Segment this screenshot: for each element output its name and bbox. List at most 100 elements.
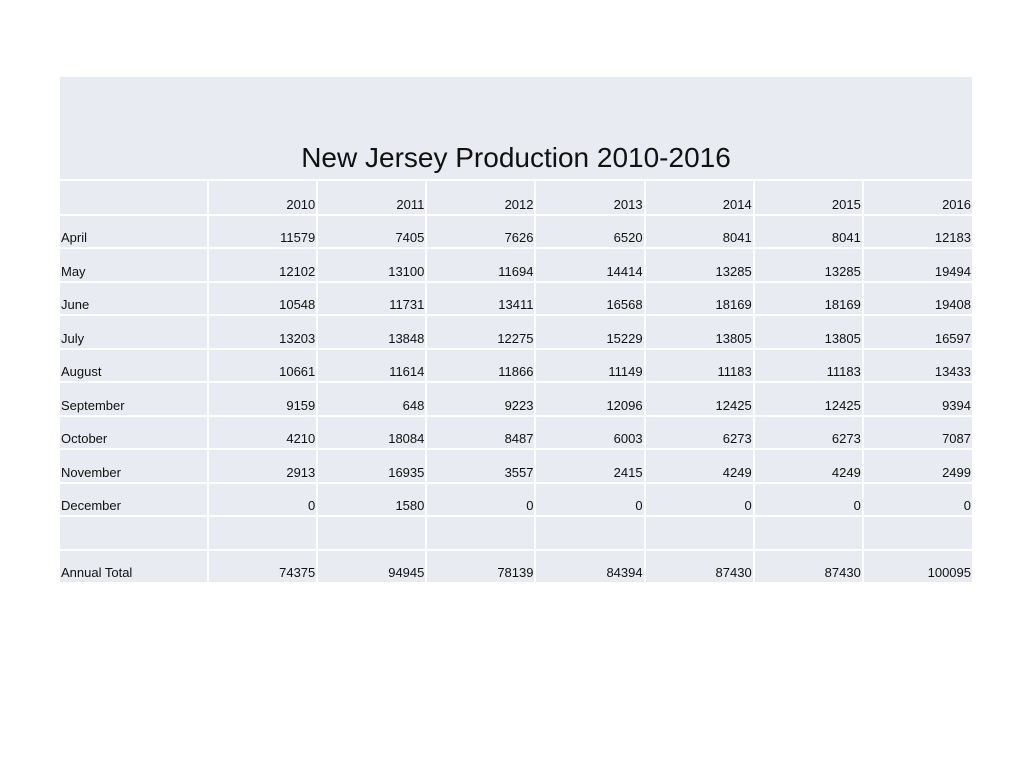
value-cell: 11694 xyxy=(425,248,536,283)
row-label: July xyxy=(60,315,209,350)
value-cell: 9223 xyxy=(425,382,536,417)
table-row: December 0 1580 0 0 0 0 0 xyxy=(60,482,972,517)
value-cell: 2499 xyxy=(861,449,972,484)
data-grid: 2010 2011 2012 2013 2014 2015 2016 April… xyxy=(60,181,972,584)
value-cell: 10548 xyxy=(207,281,318,316)
value-cell: 7405 xyxy=(316,214,427,249)
spacer-row xyxy=(60,516,972,551)
value-cell xyxy=(534,516,645,551)
header-row: 2010 2011 2012 2013 2014 2015 2016 xyxy=(60,181,972,216)
value-cell: 6273 xyxy=(643,415,754,450)
value-cell xyxy=(861,516,972,551)
value-cell: 11183 xyxy=(752,348,863,383)
row-label: April xyxy=(60,214,209,249)
value-cell: 2913 xyxy=(207,449,318,484)
value-cell: 87430 xyxy=(752,549,863,584)
total-row: Annual Total 74375 94945 78139 84394 87430 874… xyxy=(60,549,972,584)
value-cell: 13433 xyxy=(861,348,972,383)
value-cell: 18169 xyxy=(752,281,863,316)
value-cell: 13203 xyxy=(207,315,318,350)
table-row: April 11579 7405 7626 6520 8041 8041 12183 xyxy=(60,214,972,249)
value-cell: 0 xyxy=(861,482,972,517)
value-cell: 10661 xyxy=(207,348,318,383)
row-label: September xyxy=(60,382,209,417)
row-label: Annual Total xyxy=(60,549,209,584)
value-cell: 1580 xyxy=(316,482,427,517)
production-table: New Jersey Production 2010-2016 2010 201… xyxy=(60,77,972,584)
value-cell: 16568 xyxy=(534,281,645,316)
value-cell: 0 xyxy=(643,482,754,517)
year-header: 2012 xyxy=(425,181,536,216)
value-cell: 6003 xyxy=(534,415,645,450)
value-cell: 13848 xyxy=(316,315,427,350)
year-header: 2016 xyxy=(861,181,972,216)
year-header: 2014 xyxy=(643,181,754,216)
table-row: August 10661 11614 11866 11149 11183 11183 1343… xyxy=(60,348,972,383)
value-cell: 6520 xyxy=(534,214,645,249)
value-cell: 8041 xyxy=(752,214,863,249)
value-cell: 9159 xyxy=(207,382,318,417)
table-row: May 12102 13100 11694 14414 13285 13285 19494 xyxy=(60,248,972,283)
table-row: October 4210 18084 8487 6003 6273 6273 7087 xyxy=(60,415,972,450)
value-cell: 4210 xyxy=(207,415,318,450)
value-cell: 7626 xyxy=(425,214,536,249)
value-cell: 12425 xyxy=(752,382,863,417)
value-cell: 11866 xyxy=(425,348,536,383)
year-header: 2010 xyxy=(207,181,318,216)
row-label xyxy=(60,516,209,551)
row-label: June xyxy=(60,281,209,316)
value-cell: 0 xyxy=(752,482,863,517)
value-cell: 11149 xyxy=(534,348,645,383)
value-cell: 13805 xyxy=(752,315,863,350)
table-row: September 9159 648 9223 12096 12425 12425 9394 xyxy=(60,382,972,417)
value-cell: 13411 xyxy=(425,281,536,316)
value-cell: 11579 xyxy=(207,214,318,249)
value-cell: 15229 xyxy=(534,315,645,350)
table-row: November 2913 16935 3557 2415 4249 4249 2499 xyxy=(60,449,972,484)
value-cell: 18084 xyxy=(316,415,427,450)
value-cell: 8041 xyxy=(643,214,754,249)
value-cell: 2415 xyxy=(534,449,645,484)
value-cell: 84394 xyxy=(534,549,645,584)
value-cell: 78139 xyxy=(425,549,536,584)
value-cell: 13285 xyxy=(752,248,863,283)
title-cell: New Jersey Production 2010-2016 xyxy=(60,77,972,181)
value-cell: 8487 xyxy=(425,415,536,450)
value-cell: 16597 xyxy=(861,315,972,350)
value-cell: 74375 xyxy=(207,549,318,584)
value-cell: 19494 xyxy=(861,248,972,283)
table-title: New Jersey Production 2010-2016 xyxy=(301,142,731,173)
value-cell: 3557 xyxy=(425,449,536,484)
value-cell: 94945 xyxy=(316,549,427,584)
row-label: December xyxy=(60,482,209,517)
value-cell: 19408 xyxy=(861,281,972,316)
value-cell: 12425 xyxy=(643,382,754,417)
table-row: July 13203 13848 12275 15229 13805 13805 16597 xyxy=(60,315,972,350)
value-cell: 12096 xyxy=(534,382,645,417)
year-header: 2011 xyxy=(316,181,427,216)
value-cell: 4249 xyxy=(643,449,754,484)
value-cell: 11731 xyxy=(316,281,427,316)
value-cell: 6273 xyxy=(752,415,863,450)
value-cell: 11614 xyxy=(316,348,427,383)
grid-body: 2010 2011 2012 2013 2014 2015 2016 April… xyxy=(60,181,972,584)
value-cell: 87430 xyxy=(643,549,754,584)
row-label: May xyxy=(60,248,209,283)
value-cell: 7087 xyxy=(861,415,972,450)
value-cell: 100095 xyxy=(861,549,972,584)
value-cell: 14414 xyxy=(534,248,645,283)
value-cell: 16935 xyxy=(316,449,427,484)
value-cell: 13805 xyxy=(643,315,754,350)
row-label: August xyxy=(60,348,209,383)
value-cell: 11183 xyxy=(643,348,754,383)
value-cell xyxy=(425,516,536,551)
value-cell: 12275 xyxy=(425,315,536,350)
value-cell xyxy=(316,516,427,551)
value-cell: 0 xyxy=(425,482,536,517)
row-label: November xyxy=(60,449,209,484)
year-header: 2015 xyxy=(752,181,863,216)
value-cell: 12102 xyxy=(207,248,318,283)
value-cell: 9394 xyxy=(861,382,972,417)
value-cell: 0 xyxy=(534,482,645,517)
value-cell: 13100 xyxy=(316,248,427,283)
